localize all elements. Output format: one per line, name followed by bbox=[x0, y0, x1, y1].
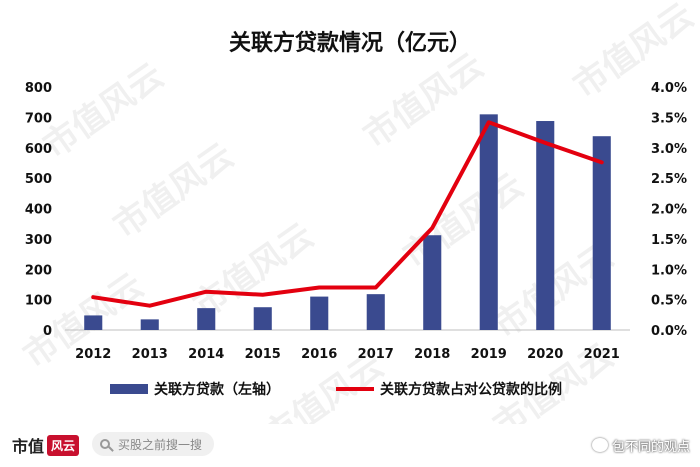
x-tick-label: 2018 bbox=[414, 347, 450, 362]
credit-text: 包不同的观点 bbox=[611, 439, 690, 455]
legend-bar-swatch bbox=[110, 384, 148, 394]
left-tick-label: 600 bbox=[25, 142, 52, 157]
right-tick-label: 0.0% bbox=[651, 324, 687, 339]
left-tick-label: 400 bbox=[25, 203, 52, 218]
watermark-text: 市值风云 bbox=[357, 46, 491, 157]
bar-series bbox=[84, 114, 611, 331]
x-tick-label: 2021 bbox=[584, 347, 620, 362]
x-tick-label: 2017 bbox=[358, 347, 394, 362]
search-placeholder: 买股之前搜一搜 bbox=[118, 437, 203, 452]
right-tick-label: 1.5% bbox=[651, 233, 687, 248]
chart-canvas: 市值风云市值风云市值风云市值风云市值风云市值风云市值风云市值风云市值风云市值风云… bbox=[17, 0, 700, 424]
bar-2019 bbox=[479, 114, 498, 331]
brand-logo: 市值 风云 bbox=[12, 433, 80, 457]
legend-bar-label: 关联方贷款（左轴） bbox=[154, 381, 280, 398]
x-tick-label: 2013 bbox=[132, 347, 168, 362]
left-tick-label: 200 bbox=[25, 263, 52, 278]
legend-line-label: 关联方贷款占对公贷款的比例 bbox=[380, 381, 562, 398]
watermark-text: 市值风云 bbox=[397, 166, 531, 277]
author-credit: 包不同的观点 bbox=[591, 434, 690, 456]
left-axis: 0 100 200 300 400 500 600 700 800 bbox=[25, 81, 52, 339]
x-axis: 2012 2013 2014 2015 2016 2017 2018 2019 2020 2021 bbox=[75, 347, 620, 362]
bar-2015 bbox=[253, 307, 272, 330]
x-tick-label: 2015 bbox=[245, 347, 281, 362]
bar-2017 bbox=[366, 294, 385, 330]
right-tick-label: 3.0% bbox=[651, 142, 687, 157]
bar-2013 bbox=[140, 319, 159, 330]
right-tick-label: 2.0% bbox=[651, 203, 687, 218]
right-tick-label: 2.5% bbox=[651, 172, 687, 187]
left-tick-label: 800 bbox=[25, 81, 52, 96]
bar-2020 bbox=[536, 121, 555, 331]
right-axis: 0.0% 0.5% 1.0% 1.5% 2.0% 2.5% 3.0% 3.5% 4.0% bbox=[651, 81, 687, 339]
bar-2021 bbox=[592, 136, 611, 330]
bar-2012 bbox=[84, 315, 103, 330]
left-tick-label: 700 bbox=[25, 111, 52, 126]
right-tick-label: 0.5% bbox=[651, 294, 687, 309]
x-tick-label: 2012 bbox=[75, 347, 111, 362]
bar-2014 bbox=[197, 308, 216, 330]
legend: 关联方贷款（左轴） 关联方贷款占对公贷款的比例 bbox=[110, 381, 562, 398]
watermark-text: 市值风云 bbox=[107, 136, 241, 247]
left-tick-label: 100 bbox=[25, 294, 52, 309]
chart-title: 关联方贷款情况（亿元） bbox=[229, 30, 471, 56]
watermark-text: 市值风云 bbox=[37, 56, 171, 167]
footer-bar: 市值 风云 买股之前搜一搜 包不同的观点 bbox=[0, 424, 700, 467]
bar-2018 bbox=[423, 235, 442, 330]
x-tick-label: 2016 bbox=[301, 347, 337, 362]
search-icon bbox=[100, 439, 110, 449]
left-tick-label: 500 bbox=[25, 172, 52, 187]
x-tick-label: 2014 bbox=[188, 347, 224, 362]
left-tick-label: 300 bbox=[25, 233, 52, 248]
ratio-line bbox=[91, 120, 604, 308]
x-tick-label: 2020 bbox=[527, 347, 563, 362]
right-tick-label: 1.0% bbox=[651, 263, 687, 278]
x-tick-label: 2019 bbox=[471, 347, 507, 362]
brand-text: 市值 bbox=[12, 437, 45, 456]
brand-mark: 风云 bbox=[47, 434, 80, 456]
left-tick-label: 0 bbox=[43, 324, 52, 339]
bar-2016 bbox=[310, 296, 329, 330]
right-tick-label: 3.5% bbox=[651, 111, 687, 126]
line-series bbox=[91, 120, 604, 308]
right-tick-label: 4.0% bbox=[651, 81, 687, 96]
weibo-icon bbox=[591, 438, 608, 452]
search-bar[interactable]: 买股之前搜一搜 bbox=[92, 432, 214, 456]
